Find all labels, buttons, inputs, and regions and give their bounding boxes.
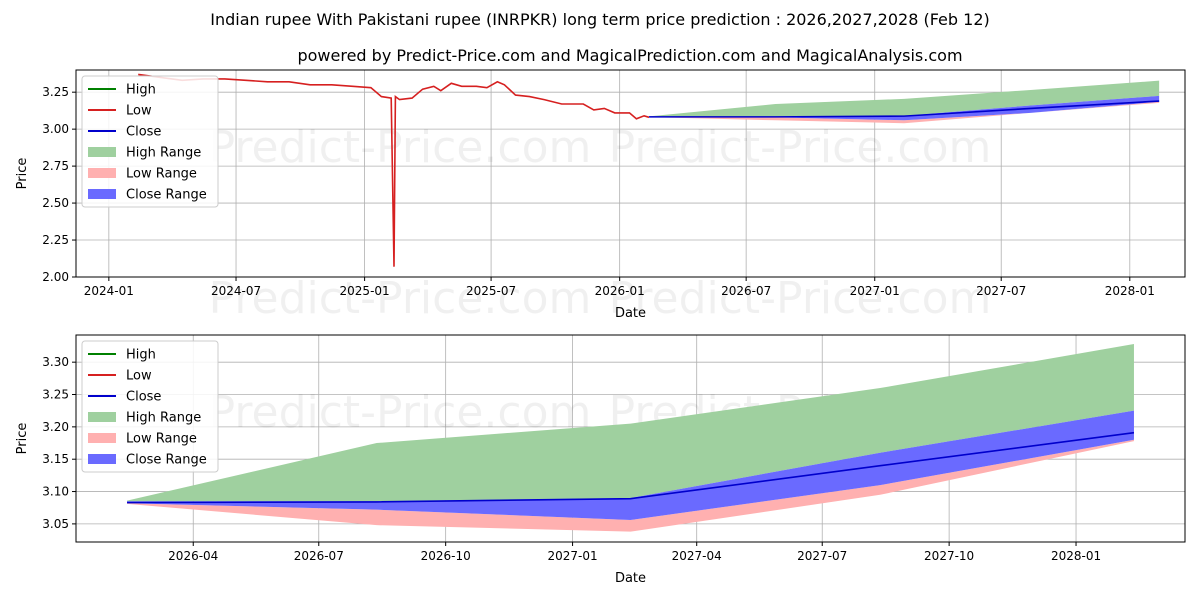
x-tick-label: 2028-01 <box>1105 284 1155 298</box>
y-axis-label: Price <box>15 423 30 455</box>
x-tick-label: 2024-01 <box>84 284 134 298</box>
close-range-area <box>649 95 1160 121</box>
x-tick-label: 2025-01 <box>340 284 390 298</box>
y-tick-label: 2.00 <box>42 270 69 284</box>
legend-low-range-swatch <box>88 433 116 443</box>
legend-close-range-label: Close Range <box>126 453 207 468</box>
x-axis-label: Date <box>615 306 646 321</box>
y-tick-label: 3.10 <box>42 485 69 499</box>
x-axis-label: Date <box>615 571 646 586</box>
x-tick-label: 2027-10 <box>924 549 974 563</box>
low-range-area <box>649 101 1160 124</box>
legend-high-range-swatch <box>88 147 116 157</box>
y-tick-label: 3.25 <box>42 388 69 402</box>
y-tick-label: 2.75 <box>42 159 69 173</box>
x-tick-label: 2027-01 <box>850 284 900 298</box>
legend-low-range-label: Low Range <box>126 167 197 182</box>
legend-close-label: Close <box>126 390 161 405</box>
legend-high-label: High <box>126 348 156 363</box>
watermark-text: Predict-Price.com <box>609 273 992 324</box>
y-tick-label: 3.30 <box>42 355 69 369</box>
y-tick-label: 2.50 <box>42 196 69 210</box>
x-tick-label: 2027-07 <box>797 549 847 563</box>
legend: High Low Close High Range Low Range Close Ran… <box>81 340 219 473</box>
y-axis-label: Price <box>15 158 30 190</box>
legend-close-range-swatch <box>88 189 116 199</box>
y-tick-label: 3.00 <box>42 122 69 136</box>
legend-high-range-label: High Range <box>126 411 201 426</box>
y-tick-label: 2.25 <box>42 233 69 247</box>
legend-low-range-label: Low Range <box>126 432 197 447</box>
x-tick-label: 2027-04 <box>672 549 722 563</box>
plot-frame <box>75 334 1186 543</box>
legend-close-label: Close <box>126 125 161 140</box>
x-tick-label: 2027-01 <box>547 549 597 563</box>
plot-top: Predict-Price.com Predict-Price.com Predic… <box>15 69 1186 324</box>
x-tick-label: 2026-01 <box>595 284 645 298</box>
legend-high-range-swatch <box>88 412 116 422</box>
legend-low-range-swatch <box>88 168 116 178</box>
chart-subtitle: powered by Predict-Price.com and Magical… <box>297 46 962 65</box>
x-tick-label: 2028-01 <box>1051 549 1101 563</box>
watermark-text: Predict-Price.com <box>609 122 992 173</box>
x-tick-label: 2024-07 <box>211 284 261 298</box>
watermark-text: Predict-Price.com <box>209 273 592 324</box>
low-history-line <box>138 73 650 267</box>
plot-bottom: Predict-Price.comPredict-Price.com2026-0… <box>15 334 1186 586</box>
x-tick-label: 2026-10 <box>421 549 471 563</box>
legend-low-label: Low <box>126 104 152 119</box>
x-tick-label: 2026-07 <box>294 549 344 563</box>
x-tick-label: 2026-07 <box>721 284 771 298</box>
x-tick-label: 2026-04 <box>168 549 218 563</box>
plot-frame <box>75 69 1186 278</box>
legend-high-range-label: High Range <box>126 146 201 161</box>
close-forecast-line <box>649 100 1160 118</box>
watermark-text: Predict-Price.com <box>209 387 592 438</box>
high-range-area <box>649 80 1160 117</box>
x-tick-label: 2025-07 <box>466 284 516 298</box>
close-forecast-line <box>127 431 1135 504</box>
y-tick-label: 3.20 <box>42 420 69 434</box>
y-tick-label: 3.25 <box>42 85 69 99</box>
legend-high-label: High <box>126 83 156 98</box>
y-tick-label: 3.05 <box>42 517 69 531</box>
legend-low-label: Low <box>126 369 152 384</box>
legend-close-range-swatch <box>88 454 116 464</box>
watermark-text: Predict-Price.com <box>209 122 592 173</box>
high-range-area <box>127 344 1134 502</box>
chart-title: Indian rupee With Pakistani rupee (INRPK… <box>210 10 989 29</box>
legend-close-range-label: Close Range <box>126 188 207 203</box>
y-tick-label: 3.15 <box>42 452 69 466</box>
legend: High Low Close High Range Low Range Close Ran… <box>81 75 219 208</box>
x-tick-label: 2027-07 <box>976 284 1026 298</box>
